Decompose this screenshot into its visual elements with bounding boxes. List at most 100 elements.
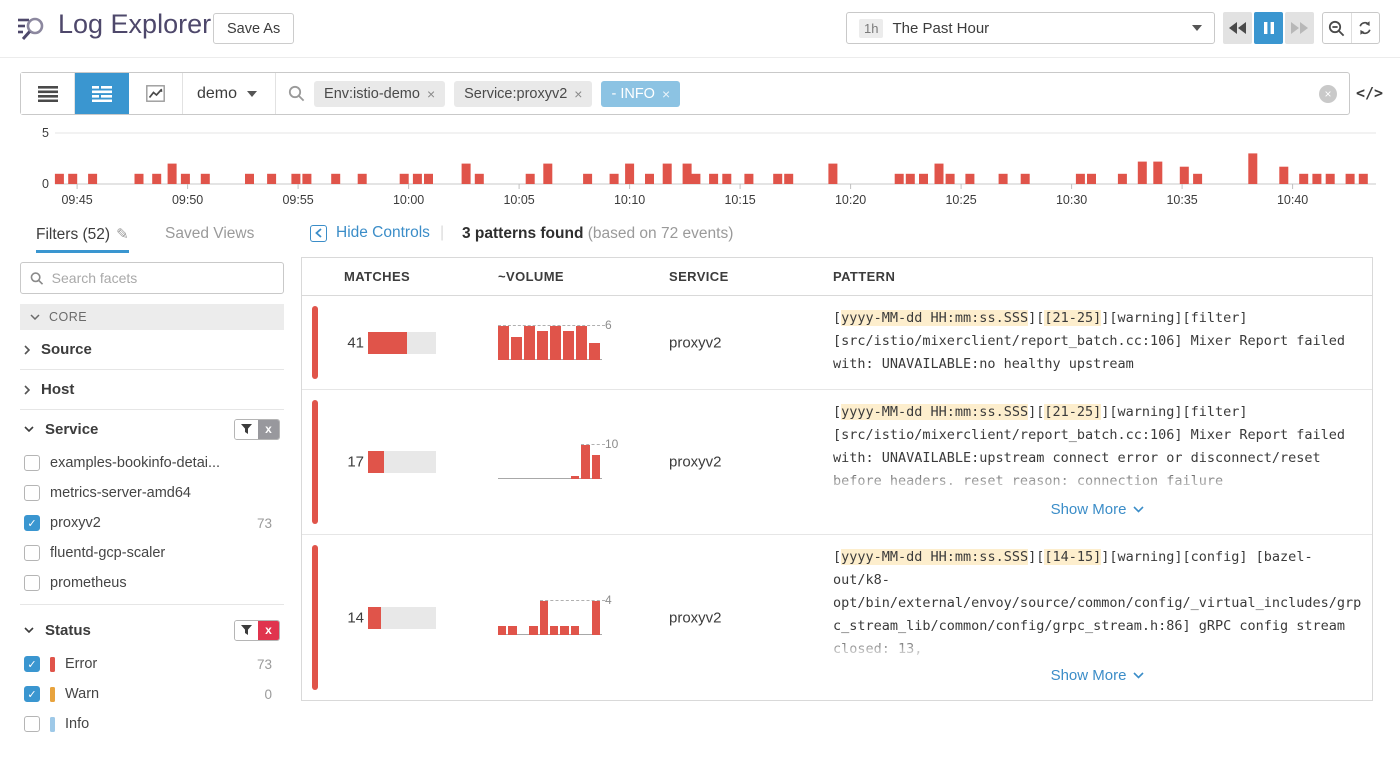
sparkline-bar [498,626,507,635]
index-selector[interactable]: demo [183,73,277,114]
checkbox[interactable]: ✓ [24,686,40,702]
facet-section-status[interactable]: Status x [20,611,284,649]
hide-controls-button[interactable]: Hide Controls [310,224,430,242]
facet-value-row[interactable]: metrics-server-amd64 [20,478,284,508]
pattern-segment: [ [833,404,842,420]
facet-value-row[interactable]: prometheus [20,568,284,598]
checkbox[interactable] [24,545,40,561]
status-filter-actions: x [234,619,280,641]
view-patterns-button[interactable] [75,73,129,114]
facet-value-row[interactable]: fluentd-gcp-scaler [20,538,284,568]
checkbox[interactable] [24,716,40,732]
filter-pill[interactable]: Service:proxyv2 × [454,80,593,107]
time-range-picker[interactable]: 1h The Past Hour [846,12,1215,44]
column-header-service: SERVICE [669,269,729,284]
collapse-panel-icon [310,224,327,242]
sparkline-bar [570,626,580,635]
facet-row-host[interactable]: Host [20,370,284,410]
filter-funnel-button[interactable] [235,419,258,439]
zoom-out-button[interactable] [1323,13,1351,43]
pattern-fade-overlay [833,468,1362,493]
save-as-button[interactable]: Save As [213,13,295,44]
svg-text:10:10: 10:10 [614,193,645,207]
facet-value-row[interactable]: Info [20,709,284,739]
filter-funnel-button[interactable] [235,620,258,640]
pattern-segment: [ [833,549,842,565]
facet-label: Host [41,381,75,398]
facet-search-input[interactable] [51,270,274,286]
matches-ratio-bar [368,606,436,629]
pill-remove-icon[interactable]: × [426,85,436,102]
pause-button[interactable] [1254,12,1283,44]
pattern-cell: [yyyy-MM-dd HH:mm:ss.SSS][[14-15]][warni… [833,535,1362,700]
pattern-cell: [yyyy-MM-dd HH:mm:ss.SSS][[21-25]][warni… [833,296,1362,385]
list-view-icon [37,85,58,102]
sparkline-bar [560,626,569,635]
facet-row-source[interactable]: Source [20,330,284,370]
facet-value-row[interactable]: ✓ Warn 0 [20,679,284,709]
clear-facet-filter-button[interactable]: x [258,620,279,640]
facet-value-label: metrics-server-amd64 [50,485,191,501]
top-bar: Log Explorer Save As 1h The Past Hour [0,0,1400,58]
facet-value-row[interactable]: ✓ proxyv2 73 [20,508,284,538]
search-query-area[interactable]: Env:istio-demo × Service:proxyv2 × - INFO × × [276,73,1349,114]
sparkline-peak-line [539,599,605,601]
rewind-button[interactable] [1223,12,1252,44]
patterns-found-summary: 3 patterns found (based on 72 events) [462,225,733,243]
pill-remove-icon[interactable]: × [661,85,671,102]
pattern-text: [yyyy-MM-dd HH:mm:ss.SSS][[21-25]][warni… [833,307,1362,376]
view-analytics-button[interactable] [129,73,183,114]
facet-section-title: Service [45,420,99,438]
playback-controls [1223,12,1314,44]
event-timeline-chart[interactable]: 5 0 09:45 09:50 09:55 10:00 10:05 10:10 10:15 10:… [25,127,1376,211]
severity-bar [312,545,318,690]
pattern-row[interactable]: 14 4 proxyv2 [yyyy-MM-dd HH:mm:ss.SSS][[14-… [302,535,1372,700]
facet-search [20,262,284,294]
pattern-row[interactable]: 17 10 proxyv2 [yyyy-MM-dd HH:mm:ss.SSS][[21… [302,390,1372,535]
checkbox[interactable] [24,485,40,501]
column-header-pattern: PATTERN [833,269,896,284]
facet-value-label: Info [65,716,90,732]
facets-sidebar: CORE Source Host Service x examples-booki… [20,262,284,739]
checkbox[interactable] [24,455,40,471]
refresh-button[interactable] [1350,13,1380,43]
facet-value-label: proxyv2 [50,515,101,531]
facet-value-count: 73 [256,515,272,531]
column-header-matches: MATCHES [344,269,411,284]
zoom-refresh-group [1322,12,1380,44]
tab-saved-views[interactable]: Saved Views [165,225,255,242]
patterns-view-icon [92,85,112,102]
checkbox[interactable]: ✓ [24,656,40,672]
code-view-toggle[interactable]: </> [1356,84,1384,102]
filter-pill[interactable]: Env:istio-demo × [314,80,446,107]
pattern-segment: ][ [1028,310,1045,326]
facet-value-row[interactable]: examples-bookinfo-detai... [20,448,284,478]
fast-forward-button[interactable] [1285,12,1314,44]
facet-value-count: 0 [264,686,272,702]
status-color-chip [50,716,55,732]
sparkline-bar [550,325,561,360]
pencil-icon[interactable]: ✎ [116,226,129,243]
tab-filters[interactable]: Filters (52) ✎ [36,225,129,244]
facet-value-row[interactable]: ✓ Error 73 [20,649,284,679]
filter-pill[interactable]: - INFO × [601,80,681,107]
sparkline-bar [539,600,548,635]
pill-remove-icon[interactable]: × [574,85,583,102]
chevron-down-icon [247,90,258,97]
checkbox[interactable] [24,575,40,591]
chevron-down-icon [1133,505,1145,513]
checkbox[interactable]: ✓ [24,515,40,531]
clear-search-button[interactable]: × [1319,84,1337,103]
svg-text:09:55: 09:55 [282,193,313,207]
svg-text:09:50: 09:50 [172,193,203,207]
show-more-button[interactable]: Show More [833,659,1362,691]
pattern-row[interactable]: 41 6 proxyv2 [yyyy-MM-dd HH:mm:ss.SSS][[21-… [302,296,1372,390]
matches-count: 41 [347,334,364,351]
show-more-button[interactable]: Show More [833,493,1362,525]
clear-facet-filter-button[interactable]: x [258,419,279,439]
facet-group-core[interactable]: CORE [20,304,284,330]
facet-value-label: prometheus [50,575,127,591]
svg-text:10:00: 10:00 [393,193,424,207]
facet-section-service[interactable]: Service x [20,410,284,448]
view-list-button[interactable] [21,73,75,114]
